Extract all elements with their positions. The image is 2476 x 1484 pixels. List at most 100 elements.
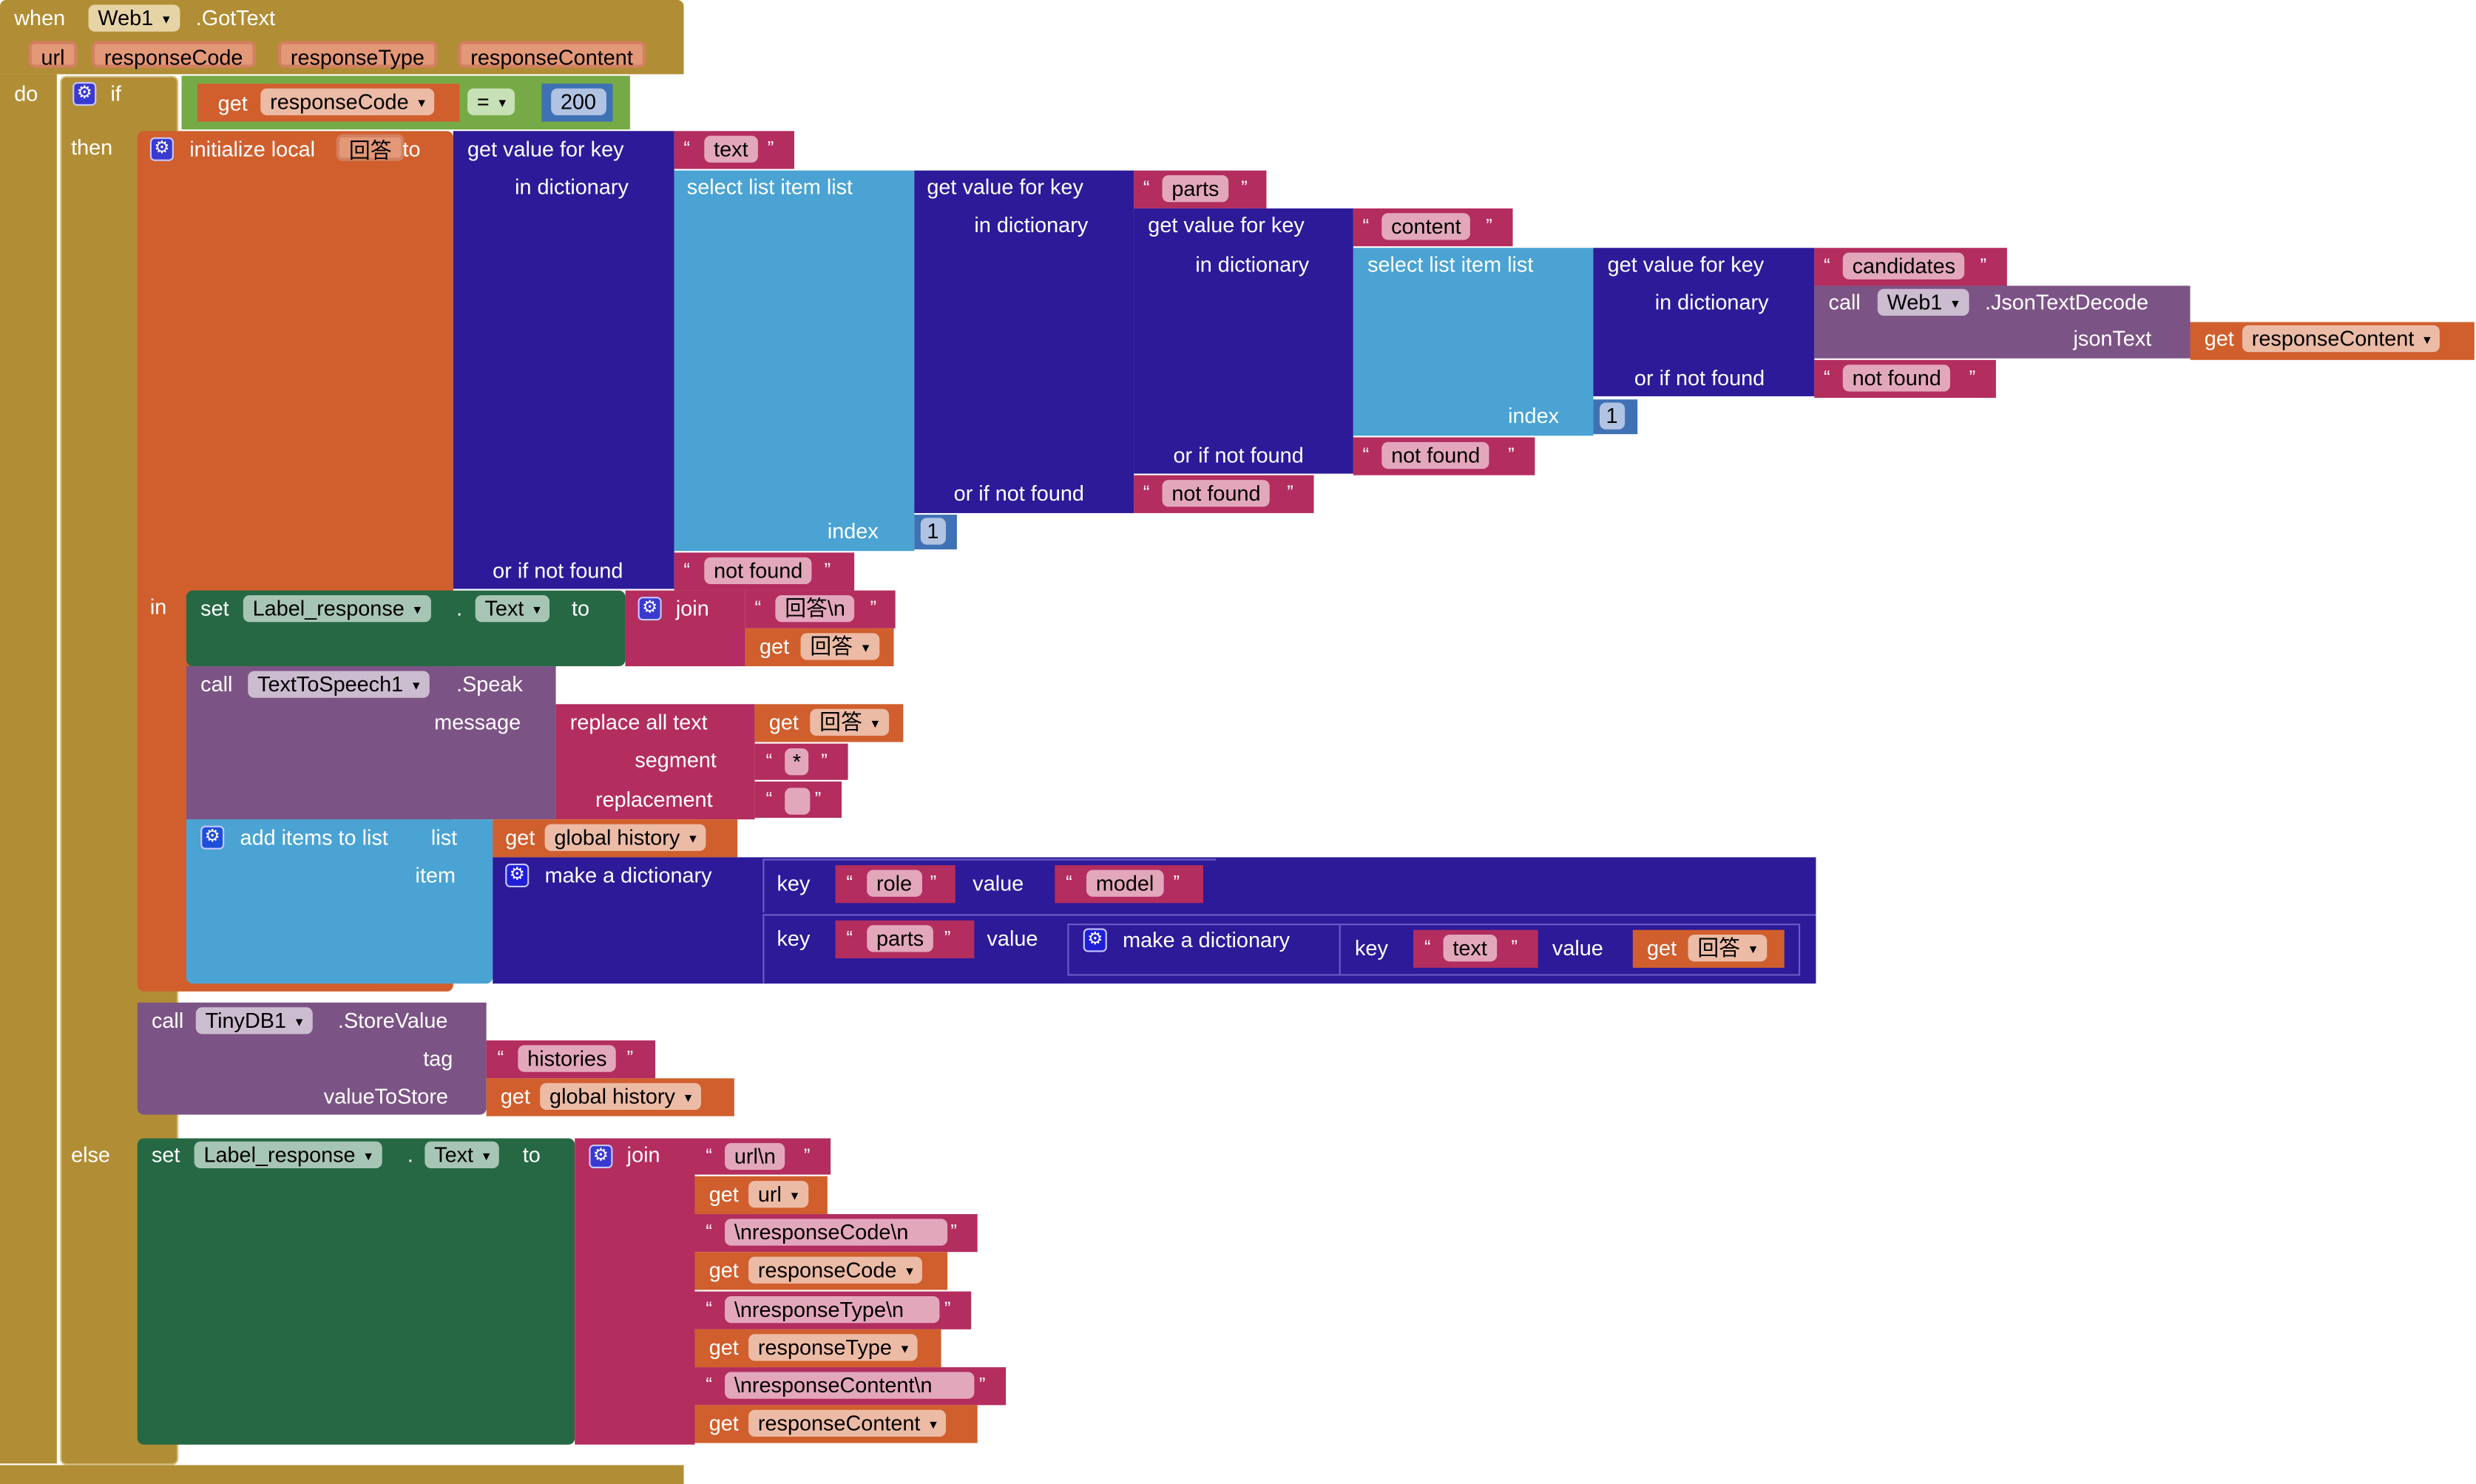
gear-icon[interactable]: ⚙ (72, 82, 97, 106)
pair-block[interactable] (1339, 925, 1797, 975)
text-value[interactable]: 回答\n (775, 594, 855, 623)
index-value[interactable]: 1 (920, 518, 945, 545)
gear-icon[interactable]: ⚙ (149, 137, 174, 161)
text-value[interactable]: parts (1162, 175, 1229, 203)
index-value[interactable]: 1 (1599, 402, 1625, 430)
property-dropdown[interactable]: Text (424, 1141, 500, 1169)
text-value[interactable]: not found (704, 557, 813, 585)
var-dropdown[interactable]: responseType (748, 1334, 919, 1361)
var-dropdown[interactable]: responseCode (748, 1256, 923, 1284)
var-dropdown[interactable]: url (748, 1181, 808, 1208)
text-value[interactable]: histories (518, 1045, 617, 1072)
get-value-label: get value for key (1148, 213, 1305, 237)
get-value-for-key-block[interactable] (1593, 248, 1815, 396)
var-dropdown[interactable]: 回答 (800, 633, 879, 660)
method-name: .StoreValue (337, 1009, 448, 1033)
pair-block[interactable] (762, 914, 1816, 984)
text-value[interactable]: text (1443, 935, 1497, 962)
message-label: message (434, 710, 521, 734)
text-value[interactable]: parts (867, 925, 933, 952)
replace-label: replace all text (569, 710, 708, 734)
select-list-item-block[interactable] (1353, 248, 1594, 436)
key-label: key (777, 871, 811, 895)
close-quote: ” (803, 1145, 811, 1167)
number-value[interactable]: 200 (551, 88, 606, 115)
get-value-for-key-block[interactable] (1134, 208, 1353, 474)
component-dropdown[interactable]: TinyDB1 (195, 1007, 313, 1034)
component-dropdown[interactable]: Label_response (243, 594, 431, 623)
in-dictionary-label: in dictionary (1195, 252, 1310, 277)
open-quote: “ (1424, 936, 1431, 959)
pair-block[interactable] (762, 858, 1217, 913)
dot: . (456, 597, 463, 621)
replace-all-block[interactable] (555, 704, 755, 820)
if-label: if (110, 82, 121, 106)
text-value[interactable]: role (867, 870, 921, 897)
open-quote: “ (754, 597, 762, 619)
local-var-name[interactable]: 回答 (336, 134, 405, 163)
make-dict-label: make a dictionary (1123, 928, 1291, 952)
text-value[interactable]: \nresponseCode\n (725, 1219, 948, 1246)
select-list-item-block[interactable] (674, 170, 915, 552)
gear-icon[interactable]: ⚙ (637, 597, 662, 621)
get-label: get (708, 1182, 739, 1207)
gear-icon[interactable]: ⚙ (505, 863, 530, 887)
text-value[interactable]: url\n (725, 1142, 785, 1170)
component-dropdown[interactable]: Web1 (88, 4, 180, 32)
operator-dropdown[interactable]: = (467, 88, 515, 115)
component-dropdown[interactable]: TextToSpeech1 (248, 671, 430, 698)
component-dropdown[interactable]: Web1 (1877, 288, 1969, 316)
close-quote: ” (930, 871, 937, 894)
else-label: else (71, 1142, 110, 1167)
close-quote: ” (978, 1373, 986, 1396)
param-responseCode[interactable]: responseCode (91, 41, 256, 70)
text-value[interactable]: candidates (1842, 252, 1965, 279)
set-label-block[interactable] (137, 1138, 575, 1445)
when-label: when (14, 6, 66, 30)
get-label: get (760, 634, 790, 659)
get-value-for-key-block[interactable] (914, 170, 1134, 513)
param-url[interactable]: url (28, 41, 78, 70)
index-label: index (1508, 404, 1560, 428)
text-value[interactable]: not found (1162, 480, 1271, 507)
key-label: key (1355, 936, 1388, 960)
text-value[interactable]: model (1086, 870, 1164, 897)
param-responseType[interactable]: responseType (277, 41, 438, 70)
var-dropdown[interactable]: responseContent (748, 1409, 947, 1437)
text-value[interactable]: \nresponseContent\n (725, 1372, 975, 1399)
join-block[interactable] (575, 1138, 695, 1445)
var-dropdown[interactable]: responseContent (2242, 325, 2441, 353)
value-label: value (987, 926, 1038, 951)
var-dropdown[interactable]: 回答 (1688, 935, 1767, 962)
gear-icon[interactable]: ⚙ (1083, 928, 1107, 952)
var-dropdown[interactable]: global history (540, 1082, 702, 1111)
item-label: item (415, 863, 456, 887)
in-label: in (149, 594, 167, 619)
text-value[interactable]: text (704, 135, 758, 163)
value-to-store-label: valueToStore (323, 1084, 448, 1108)
text-value[interactable]: not found (1842, 365, 1951, 392)
var-dropdown[interactable]: responseCode (260, 88, 435, 115)
text-value[interactable]: content (1381, 213, 1471, 240)
gear-icon[interactable]: ⚙ (589, 1145, 613, 1169)
var-dropdown[interactable]: global history (544, 824, 706, 851)
not-found-label: or if not found (1634, 366, 1765, 390)
text-value[interactable]: \nresponseType\n (725, 1295, 940, 1324)
dot: . (407, 1142, 413, 1167)
open-quote: “ (683, 137, 691, 160)
property-dropdown[interactable]: Text (475, 594, 550, 623)
segment-value[interactable]: * (785, 748, 809, 776)
text-value[interactable]: not found (1381, 441, 1490, 470)
var-dropdown[interactable]: 回答 (810, 708, 889, 736)
open-quote: “ (497, 1046, 504, 1069)
close-quote: ” (1173, 871, 1180, 894)
inner-make-dictionary-block[interactable] (1067, 924, 1801, 976)
gear-icon[interactable]: ⚙ (200, 825, 225, 850)
param-responseContent[interactable]: responseContent (458, 41, 646, 70)
replacement-value[interactable] (785, 787, 811, 815)
add-items-block[interactable] (186, 819, 493, 984)
component-dropdown[interactable]: Label_response (194, 1141, 382, 1169)
open-quote: “ (1824, 254, 1830, 277)
get-value-for-key-block[interactable] (453, 131, 674, 589)
